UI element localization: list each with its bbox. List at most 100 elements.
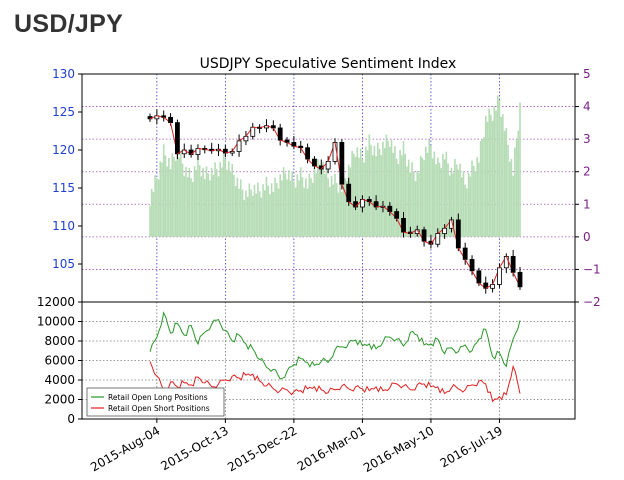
sentiment-bar	[186, 177, 189, 237]
candle-body	[353, 201, 358, 208]
sentiment-bar	[474, 171, 477, 237]
sentiment-bar	[246, 196, 249, 237]
sentiment-bar	[157, 179, 160, 237]
sentiment-bar	[457, 169, 460, 237]
candle-body	[421, 229, 427, 242]
candle-body	[366, 198, 372, 203]
candle-body	[435, 233, 441, 245]
sentiment-bar	[424, 146, 427, 237]
sentiment-bar	[214, 162, 216, 237]
sentiment-bar	[281, 180, 283, 237]
page-title: USD/JPY	[14, 10, 124, 38]
sentiment-bar	[229, 172, 232, 237]
candle-body	[517, 271, 523, 288]
sentiment-bar	[322, 162, 324, 237]
sentiment-bar	[154, 175, 156, 237]
bottom-y-tick-label: 6000	[44, 354, 75, 368]
sentiment-bar	[152, 191, 155, 237]
sentiment-bar	[226, 169, 228, 237]
candle-body	[175, 122, 180, 155]
sentiment-bar	[476, 157, 478, 237]
candle-body	[168, 116, 173, 124]
bottom-y-tick-label: 8000	[44, 334, 75, 348]
sentiment-bar	[156, 178, 158, 237]
sentiment-bar	[291, 171, 293, 237]
candle-body	[243, 135, 249, 142]
candle-body	[346, 183, 352, 203]
candle-body	[298, 145, 304, 149]
candle-body	[250, 126, 256, 137]
sentiment-bar	[353, 153, 355, 237]
legend-label-long: Retail Open Long Positions	[108, 393, 208, 402]
sentiment-bar	[467, 172, 470, 237]
candle-body	[490, 284, 495, 289]
sentiment-bar	[239, 179, 242, 237]
sentiment-bar	[377, 142, 379, 237]
sentiment-bar	[241, 189, 244, 237]
sentiment-bar	[450, 167, 453, 237]
sentiment-bar	[210, 167, 213, 237]
sentiment-bar	[224, 158, 227, 237]
sentiment-bar	[502, 114, 504, 237]
sentiment-bar	[483, 137, 485, 237]
candle-body	[503, 255, 509, 269]
sentiment-bar	[282, 167, 285, 237]
sentiment-bar	[342, 175, 345, 237]
sentiment-bar	[293, 181, 295, 237]
candle-body	[305, 147, 310, 160]
sentiment-bar	[315, 173, 317, 237]
sentiment-bar	[428, 139, 431, 237]
sentiment-bar	[204, 178, 206, 237]
candle-body	[161, 115, 167, 118]
sentiment-bar	[270, 183, 273, 237]
sentiment-bar	[412, 171, 415, 237]
candle-body	[222, 148, 228, 154]
sentiment-bar	[277, 188, 280, 237]
sentiment-bar	[383, 147, 386, 237]
sentiment-bar	[419, 155, 422, 237]
candle-body	[476, 270, 482, 284]
sentiment-bar	[161, 162, 163, 237]
sentiment-bar	[219, 162, 222, 237]
sentiment-bar	[169, 169, 172, 237]
sentiment-bar	[394, 145, 396, 237]
sentiment-bar	[227, 161, 230, 237]
sentiment-bar	[180, 150, 182, 237]
sentiment-bar	[332, 184, 335, 237]
sentiment-bar	[484, 115, 487, 237]
sentiment-bar	[401, 155, 403, 237]
sentiment-bar	[330, 175, 333, 237]
right-tick-label: −1	[583, 262, 601, 276]
sentiment-bar	[311, 182, 314, 237]
sentiment-bar	[192, 181, 194, 237]
sentiment-bar	[335, 183, 338, 237]
sentiment-bar	[166, 166, 168, 237]
sentiment-bar	[238, 188, 240, 237]
left-tick-label: 120	[52, 143, 75, 157]
sentiment-bar	[469, 176, 472, 237]
sentiment-bar	[409, 172, 412, 237]
candle-body	[339, 141, 345, 185]
right-tick-label: 1	[583, 197, 591, 211]
sentiment-bar	[392, 152, 395, 237]
sentiment-bar	[267, 185, 269, 237]
sentiment-bar	[159, 161, 162, 237]
sentiment-bar	[253, 184, 256, 237]
sentiment-bar	[460, 177, 463, 237]
candle-body	[497, 267, 502, 285]
sentiment-bar	[272, 191, 275, 237]
bottom-y-tick-label: 2000	[44, 393, 75, 407]
sentiment-bar	[515, 139, 518, 237]
sentiment-bar	[233, 174, 235, 237]
sentiment-bar	[289, 180, 292, 237]
sentiment-bar	[173, 157, 175, 237]
sentiment-bar	[351, 150, 353, 237]
sentiment-bar	[430, 145, 432, 237]
right-tick-label: 4	[583, 100, 591, 114]
sentiment-bar	[346, 181, 348, 237]
sentiment-bar	[443, 159, 446, 237]
sentiment-bar	[416, 171, 419, 237]
bottom-y-tick-label: 10000	[37, 315, 75, 329]
sentiment-bar	[263, 190, 266, 237]
candle-body	[270, 125, 276, 129]
